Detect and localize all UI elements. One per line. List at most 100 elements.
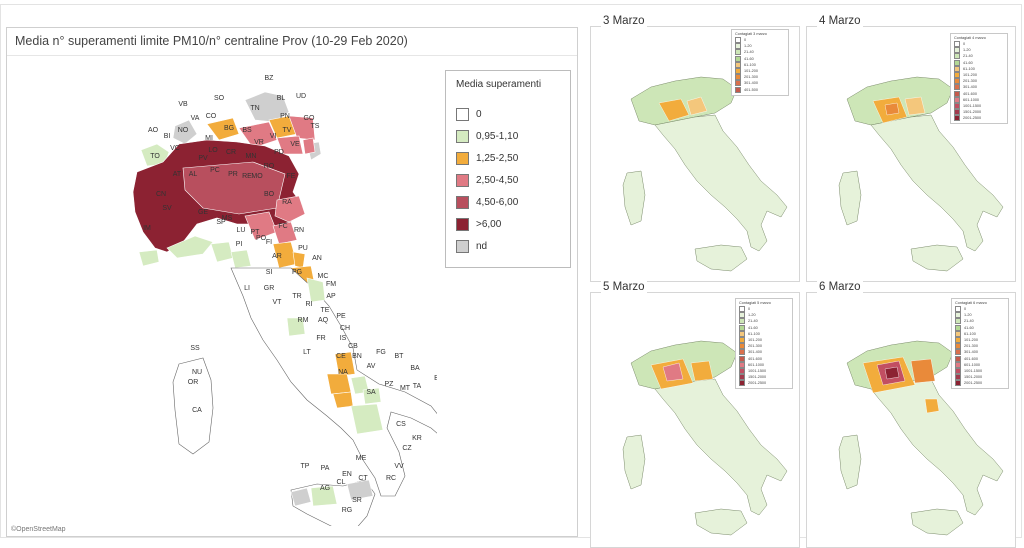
region-ra xyxy=(272,221,298,245)
mini-legend-label: 201-300 xyxy=(748,344,762,349)
mini-legend-item: 1-20 xyxy=(739,312,789,319)
small-italy-map xyxy=(838,76,1004,272)
mini-legend-item: 21-40 xyxy=(735,49,785,56)
region-so xyxy=(206,117,240,141)
legend-label: 0 xyxy=(476,108,482,120)
mini-legend-swatch xyxy=(739,318,745,325)
mini-legend-item: 21-40 xyxy=(954,53,1004,60)
mini-legend-swatch xyxy=(739,349,745,356)
province-label: LI xyxy=(244,285,250,292)
mini-legend-item: 601-1000 xyxy=(739,361,789,368)
mini-legend-title: Contagiati 5 marzo xyxy=(739,301,771,305)
legend-swatch xyxy=(456,217,469,231)
province-label: TN xyxy=(250,105,259,112)
small-map-geometry xyxy=(622,340,788,536)
mini-legend-item: 0 xyxy=(955,306,1005,313)
mini-legend-swatch xyxy=(954,109,960,116)
small-italy-map xyxy=(622,76,788,272)
province-label: SV xyxy=(162,205,172,212)
mini-legend-swatch xyxy=(954,47,960,54)
province-label: CH xyxy=(340,325,350,332)
mini-legend-label: 401-600 xyxy=(964,356,978,361)
small-map-sic xyxy=(694,508,748,536)
province-label: BA xyxy=(410,365,420,372)
mini-legend-swatch xyxy=(955,355,961,362)
province-label: BR xyxy=(434,375,437,382)
province-label: BG xyxy=(224,125,234,132)
province-label: SI xyxy=(266,269,273,276)
legend-label: 4,50-6,00 xyxy=(476,196,519,208)
mini-legend-swatch xyxy=(954,96,960,103)
small-map-hotspot xyxy=(884,366,900,380)
mini-legend-swatch xyxy=(739,330,745,337)
mini-legend-swatch xyxy=(954,59,960,66)
mini-legend-swatch xyxy=(955,306,961,313)
small-italy-map xyxy=(622,340,788,536)
mini-legend-item: 401-600 xyxy=(954,90,1004,97)
mini-legend-swatch xyxy=(735,43,741,50)
small-map-sard xyxy=(838,434,862,490)
mini-legend-swatch xyxy=(955,312,961,319)
region-vb xyxy=(172,119,198,145)
mini-legend-item: 2001-2500 xyxy=(739,380,789,387)
legend-item: 4,50-6,00 xyxy=(456,195,518,209)
mini-legend-swatch xyxy=(735,68,741,75)
province-label: IS xyxy=(340,335,347,342)
mini-legend-swatch xyxy=(739,361,745,368)
province-label: AO xyxy=(148,127,159,134)
region-tp xyxy=(290,487,312,507)
mini-legend-label: 1001-1500 xyxy=(964,368,983,373)
mini-legend-swatch xyxy=(735,49,741,56)
province-label: GE xyxy=(198,209,208,216)
region-tr xyxy=(286,317,306,337)
region-im xyxy=(138,249,160,267)
mini-legend-swatch xyxy=(954,90,960,97)
legend-item: 2,50-4,50 xyxy=(456,173,518,187)
mini-legend-item: 61-100 xyxy=(739,330,789,337)
mini-legend-swatch xyxy=(739,337,745,344)
small-map-hotspot xyxy=(884,102,900,116)
province-label: MT xyxy=(400,385,411,392)
province-label: BZ xyxy=(265,75,275,82)
mini-legend-swatch xyxy=(955,324,961,331)
mini-legend-swatch xyxy=(735,55,741,62)
mini-legend-label: 21-40 xyxy=(744,50,754,55)
mini-legend-swatch xyxy=(739,312,745,319)
region-sardinia xyxy=(172,357,214,455)
mini-legend-swatch xyxy=(739,343,745,350)
legend-title: Media superamenti xyxy=(456,79,542,90)
mini-legend-item: 1-20 xyxy=(954,47,1004,54)
mini-legend-item: 601-1000 xyxy=(954,96,1004,103)
province-label: GO xyxy=(304,115,315,122)
mini-legend-item: 21-40 xyxy=(739,318,789,325)
province-label: VC xyxy=(170,145,180,152)
mini-legend-swatch xyxy=(955,318,961,325)
mini-legend-swatch xyxy=(735,37,741,44)
province-label: PE xyxy=(336,313,346,320)
mini-legend-swatch xyxy=(739,367,745,374)
small-map-legend: Contagiati 3 marzo 0 1-20 21-40 41-60 61-100 1… xyxy=(731,29,789,96)
province-label: TP xyxy=(301,463,310,470)
mini-legend-label: 101-200 xyxy=(748,338,762,343)
mini-legend-label: 21-40 xyxy=(964,319,974,324)
mini-legend-label: 0 xyxy=(748,307,751,312)
region-me xyxy=(346,479,374,501)
mini-legend-swatch xyxy=(735,80,741,87)
province-label: MC xyxy=(318,273,329,280)
province-label: CR xyxy=(226,149,236,156)
province-label: PC xyxy=(210,167,220,174)
legend-item: nd xyxy=(456,239,487,253)
province-label: TA xyxy=(413,383,422,390)
province-label: FG xyxy=(376,349,386,356)
province-label: RG xyxy=(342,507,353,514)
region-ge xyxy=(166,235,214,259)
province-label: TO xyxy=(150,153,160,160)
province-label: NA xyxy=(338,369,348,376)
region-tn xyxy=(238,121,278,149)
small-italy-map xyxy=(838,340,1004,536)
mini-legend-label: 0 xyxy=(964,307,967,312)
province-label: PV xyxy=(198,155,208,162)
legend-label: nd xyxy=(476,240,488,252)
legend-swatch xyxy=(456,151,469,165)
province-label: CN xyxy=(156,191,166,198)
